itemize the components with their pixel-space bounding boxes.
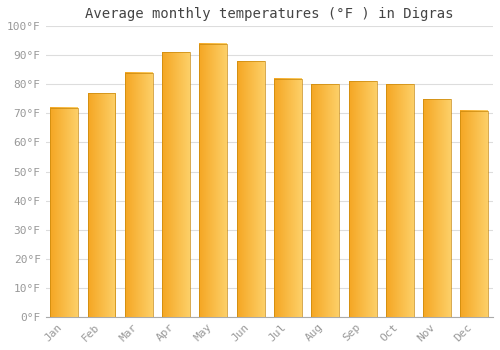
Bar xyxy=(386,84,414,317)
Title: Average monthly temperatures (°F ) in Digras: Average monthly temperatures (°F ) in Di… xyxy=(85,7,454,21)
Bar xyxy=(125,73,153,317)
Bar xyxy=(274,78,302,317)
Bar xyxy=(312,84,339,317)
Bar xyxy=(88,93,116,317)
Bar xyxy=(460,111,488,317)
Bar xyxy=(348,82,376,317)
Bar xyxy=(200,44,228,317)
Bar xyxy=(423,99,451,317)
Bar xyxy=(50,108,78,317)
Bar xyxy=(162,52,190,317)
Bar xyxy=(236,61,264,317)
